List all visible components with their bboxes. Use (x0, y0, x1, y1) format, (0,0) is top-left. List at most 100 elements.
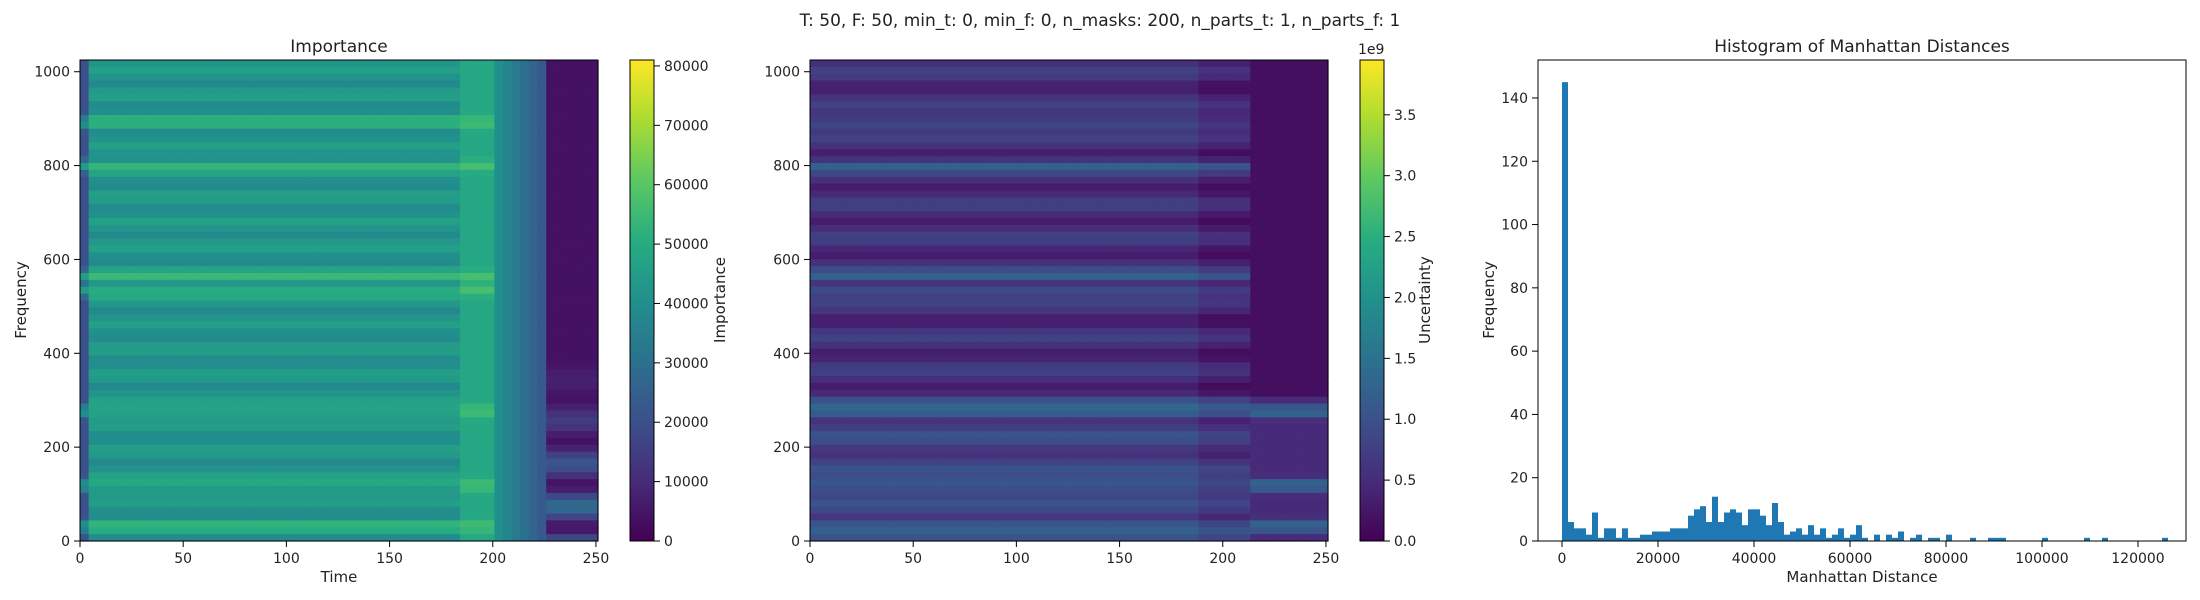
heatmap-cell (580, 486, 590, 494)
heatmap-cell (330, 451, 340, 460)
heatmap-cell (313, 238, 323, 247)
heatmap-cell (330, 293, 340, 302)
heatmap-cell (330, 431, 340, 439)
heatmap-cell (80, 204, 90, 212)
heatmap-cell (1163, 128, 1174, 137)
heatmap-cell (537, 238, 547, 247)
heatmap-cell (520, 169, 530, 178)
heatmap-cell (390, 424, 401, 432)
heatmap-cell (192, 183, 202, 192)
heatmap-cell (269, 437, 280, 446)
heatmap-cell (818, 60, 828, 68)
heatmap-cell (818, 94, 828, 102)
heatmap-cell (278, 492, 288, 501)
heatmap-cell (528, 520, 539, 528)
heatmap-cell (1120, 73, 1131, 82)
heatmap-cell (174, 149, 185, 157)
heatmap-cell (105, 479, 116, 487)
heatmap-cell (408, 211, 418, 219)
heatmap-cell (200, 266, 211, 274)
heatmap-cell (97, 156, 107, 164)
heatmap-cell (166, 279, 176, 288)
heatmap-cell (347, 348, 357, 357)
heatmap-cell (140, 499, 150, 508)
heatmap-cell (580, 314, 590, 322)
heatmap-cell (494, 94, 504, 102)
heatmap-cell (235, 266, 245, 274)
heatmap-cell (528, 60, 539, 68)
heatmap-cell (528, 300, 539, 308)
heatmap-cell (468, 279, 478, 288)
heatmap-cell (330, 389, 340, 398)
heatmap-cell (554, 486, 565, 494)
heatmap-cell (192, 128, 202, 137)
heatmap-cell (1060, 128, 1070, 137)
heatmap-cell (295, 492, 306, 501)
heatmap-cell (209, 252, 219, 260)
heatmap-cell (537, 486, 547, 494)
heatmap-cell (364, 348, 375, 357)
heatmap-cell (494, 513, 504, 521)
heatmap-cell (554, 266, 565, 274)
heatmap-cell (425, 314, 435, 322)
heatmap-cell (442, 417, 452, 425)
heatmap-cell (218, 534, 228, 542)
heatmap-cell (313, 424, 323, 432)
heatmap-cell (442, 314, 452, 322)
heatmap-cell (339, 231, 349, 240)
heatmap-cell (105, 114, 116, 123)
heatmap-cell (580, 458, 590, 467)
heatmap-cell (554, 87, 565, 95)
heatmap-cell (442, 142, 452, 150)
heatmap-cell (390, 266, 401, 274)
heatmap-cell (1284, 114, 1295, 123)
heatmap-cell (261, 80, 271, 89)
heatmap-cell (123, 382, 133, 391)
heatmap-cell (373, 534, 383, 542)
heatmap-cell (477, 114, 487, 123)
heatmap-cell (140, 142, 150, 150)
heatmap-cell (313, 80, 323, 89)
heatmap-cell (235, 156, 245, 164)
heatmap-cell (554, 60, 565, 68)
heatmap-cell (1267, 60, 1277, 68)
heatmap-cell (494, 506, 504, 515)
heatmap-cell (192, 355, 202, 363)
heatmap-cell (295, 300, 306, 308)
heatmap-cell (1103, 94, 1113, 102)
heatmap-cell (105, 169, 116, 178)
heatmap-cell (313, 94, 323, 102)
heatmap-cell (114, 224, 124, 233)
heatmap-cell (433, 424, 444, 432)
heatmap-cell (580, 266, 590, 274)
heatmap-cell (261, 73, 271, 82)
heatmap-cell (511, 80, 521, 89)
heatmap-cell (390, 135, 401, 144)
heatmap-cell (554, 369, 565, 377)
heatmap-cell (114, 156, 124, 164)
heatmap-cell (304, 60, 314, 68)
heatmap-cell (1155, 73, 1165, 82)
heatmap-cell (252, 135, 262, 144)
heatmap-cell (330, 424, 340, 432)
heatmap-cell (442, 465, 452, 473)
heatmap-cell (218, 259, 228, 267)
heatmap-cell (399, 486, 409, 494)
heatmap-cell (114, 472, 124, 480)
heatmap-cell (451, 396, 461, 405)
heatmap-cell (287, 279, 297, 288)
heatmap-cell (494, 376, 504, 384)
heatmap-cell (589, 211, 599, 219)
heatmap-cell (295, 190, 306, 199)
heatmap-cell (1224, 108, 1234, 116)
heatmap-cell (218, 314, 228, 322)
heatmap-cell (554, 142, 565, 150)
heatmap-cell (1172, 128, 1182, 137)
heatmap-cell (321, 307, 331, 315)
heatmap-cell (1120, 121, 1131, 130)
heatmap-cell (408, 307, 418, 315)
heatmap-cell (459, 142, 470, 150)
heatmap-cell (1094, 94, 1105, 102)
heatmap-cell (330, 341, 340, 350)
heatmap-cell (408, 135, 418, 144)
